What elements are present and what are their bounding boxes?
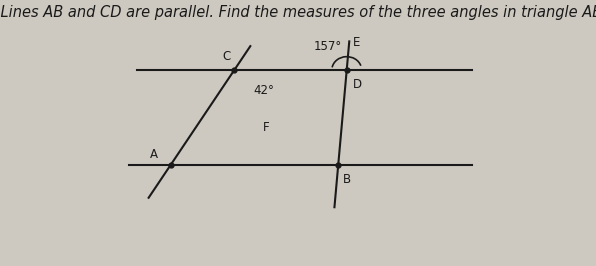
- Text: D: D: [353, 78, 362, 91]
- Text: 157°: 157°: [313, 40, 342, 53]
- Text: C: C: [223, 50, 231, 63]
- Text: B: B: [343, 173, 351, 186]
- Text: 42°: 42°: [253, 84, 274, 97]
- Text: F: F: [263, 121, 269, 134]
- Text: A: A: [150, 148, 158, 161]
- Text: 6. Lines AB and CD are parallel. Find the measures of the three angles in triang: 6. Lines AB and CD are parallel. Find th…: [0, 5, 596, 20]
- Text: E: E: [353, 36, 361, 49]
